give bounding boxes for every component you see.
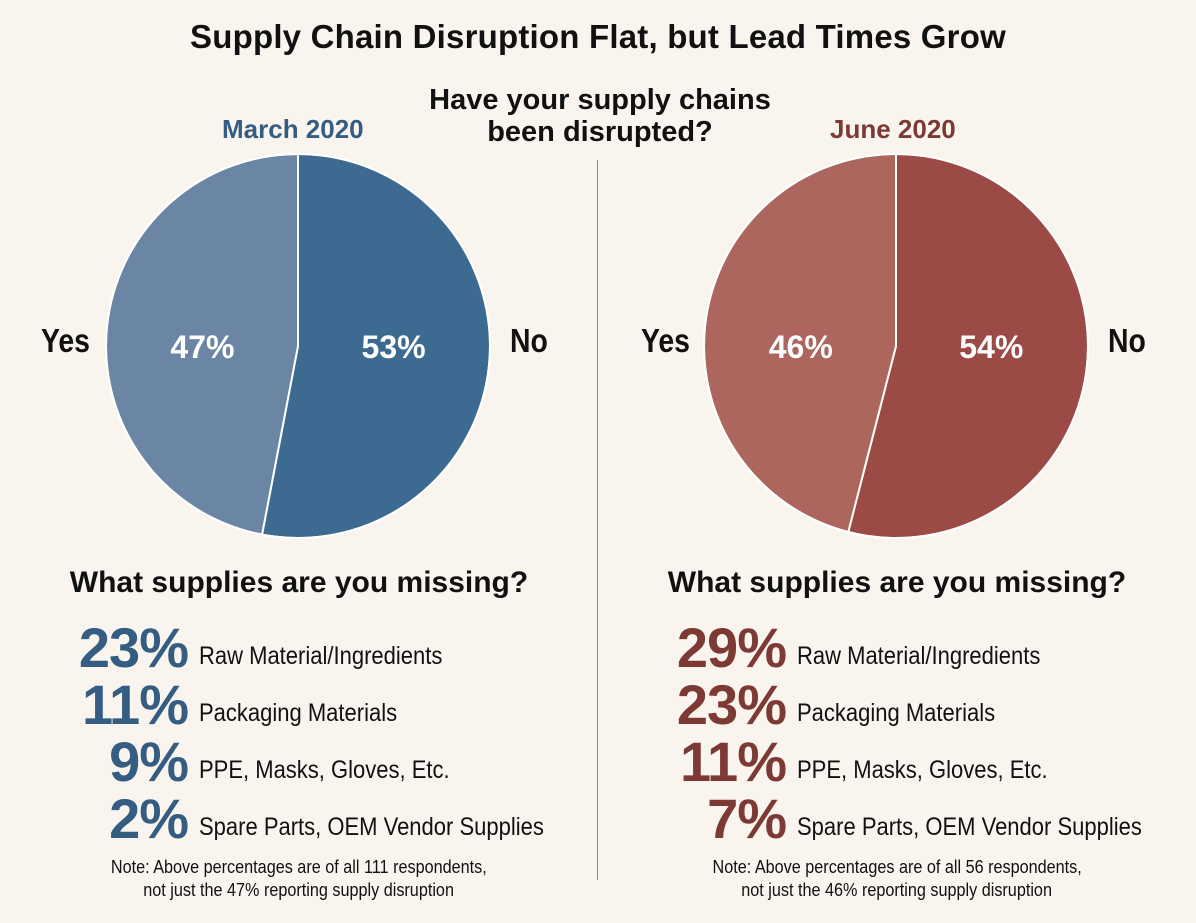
missing-category-label: PPE, Masks, Gloves, Etc. [797,756,1048,784]
missing-row: 9% PPE, Masks, Gloves, Etc. [0,734,598,790]
yes-label-march: Yes [41,322,90,359]
missing-category-label: Packaging Materials [797,699,996,727]
missing-row: 23% Raw Material/Ingredients [0,620,598,676]
missing-percent: 29% [676,616,787,679]
survey-question-line-2: been disrupted? [487,116,713,148]
note-march: Note: Above percentages are of all 111 r… [0,856,598,902]
missing-percent: 23% [78,616,189,679]
chart-title: Supply Chain Disruption Flat, but Lead T… [190,18,1006,55]
pie-outline [703,153,1089,539]
period-label-march: March 2020 [222,114,364,144]
missing-percent: 9% [109,730,189,793]
note-line-1: Note: Above percentages are of all 56 re… [712,857,1082,877]
missing-category-label: Raw Material/Ingredients [199,642,443,670]
missing-category-label: PPE, Masks, Gloves, Etc. [199,756,450,784]
missing-percent: 11% [82,673,189,736]
pie-chart-march: 53% 47% [105,152,491,539]
no-slice-label: 54% [959,329,1023,365]
missing-row: 11% Packaging Materials [0,677,598,733]
missing-percent: 7% [707,787,787,850]
no-label-june: No [1108,322,1146,359]
missing-title-march: What supplies are you missing? [69,566,529,599]
missing-row: 2% Spare Parts, OEM Vendor Supplies [0,791,598,847]
note-line-2: not just the 47% reporting supply disrup… [143,880,455,900]
missing-category-label: Spare Parts, OEM Vendor Supplies [199,813,544,841]
missing-row: 29% Raw Material/Ingredients [598,620,1196,676]
missing-category-label: Packaging Materials [199,699,398,727]
panel-june-2020: June 2020 54% 46% Yes No What supplies ar… [598,0,1196,923]
yes-slice-label: 46% [769,329,833,365]
panel-march-2020: March 2020 53% 47% Yes No What supplies a… [0,114,598,902]
note-june: Note: Above percentages are of all 56 re… [598,856,1196,902]
no-label-march: No [510,322,548,359]
panel-divider [597,160,598,880]
missing-percent: 11% [680,730,787,793]
yes-label-june: Yes [641,322,690,359]
period-label-june: June 2020 [830,114,956,144]
missing-percent: 2% [109,787,189,850]
missing-row: 23% Packaging Materials [598,677,1196,733]
missing-category-label: Spare Parts, OEM Vendor Supplies [797,813,1142,841]
pie-chart-june: 54% 46% [703,152,1089,539]
note-line-1: Note: Above percentages are of all 111 r… [111,857,487,877]
no-slice-label: 53% [362,329,426,365]
missing-category-label: Raw Material/Ingredients [797,642,1041,670]
survey-question-line-1: Have your supply chains [429,84,771,116]
yes-slice-label: 47% [170,329,234,365]
missing-percent: 23% [676,673,787,736]
note-line-2: not just the 46% reporting supply disrup… [741,880,1053,900]
survey-question: Have your supply chains been disrupted? [380,84,820,148]
missing-row: 11% PPE, Masks, Gloves, Etc. [598,734,1196,790]
missing-title-june: What supplies are you missing? [667,566,1127,599]
pie-outline [105,153,491,539]
missing-row: 7% Spare Parts, OEM Vendor Supplies [598,791,1196,847]
